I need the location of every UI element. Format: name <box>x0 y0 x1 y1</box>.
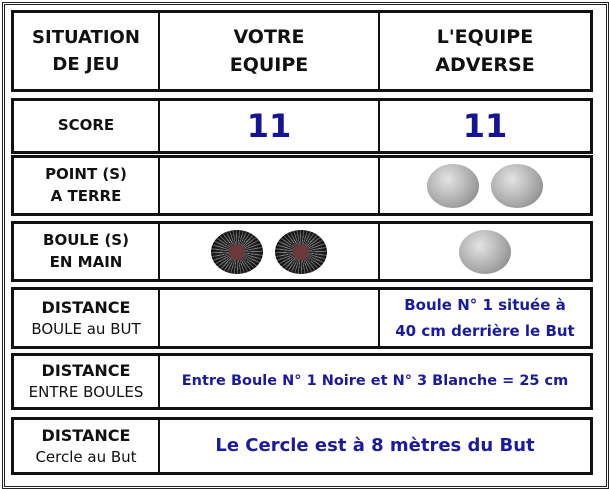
silver-boule-icon <box>459 229 511 274</box>
header-text: DE JEU <box>52 54 120 75</box>
label-text: EN MAIN <box>49 252 123 271</box>
value-text: Boule N° 1 située à <box>404 295 566 314</box>
header-row: SITUATION DE JEU VOTRE EQUIPE L'EQUIPE ADVE… <box>11 10 593 92</box>
header-text: VOTRE <box>233 25 305 48</box>
label-text: DISTANCE <box>41 297 131 317</box>
black-boule-icon <box>275 229 327 274</box>
distance-cercle-row: DISTANCE Cercle au But Le Cercle est à 8 … <box>11 417 593 475</box>
black-boule-icon <box>211 229 263 274</box>
label-text: DISTANCE <box>41 425 131 445</box>
distance-but-votre <box>160 290 380 346</box>
distance-but-row: DISTANCE BOULE au BUT Boule N° 1 située à… <box>11 287 593 349</box>
label-text: A TERRE <box>50 186 122 205</box>
header-text: L'EQUIPE <box>436 25 534 48</box>
label-text: Cercle au But <box>35 447 137 466</box>
header-situation: SITUATION DE JEU <box>14 13 160 89</box>
distance-boules-value: Entre Boule N° 1 Noire et N° 3 Blanche =… <box>181 372 569 389</box>
silver-boule-icon <box>427 163 479 208</box>
score-row: SCORE 11 11 <box>11 98 593 154</box>
header-text: SITUATION <box>32 27 140 48</box>
label-text: DISTANCE <box>41 361 131 381</box>
header-text: EQUIPE <box>229 54 309 76</box>
distance-boules-label: DISTANCE ENTRE BOULES <box>14 356 160 407</box>
header-text: ADVERSE <box>435 54 535 76</box>
points-label: POINT (S) A TERRE <box>14 158 160 213</box>
distance-boules-row: DISTANCE ENTRE BOULES Entre Boule N° 1 No… <box>11 353 593 410</box>
distance-but-adverse: Boule N° 1 située à 40 cm derrière le But <box>380 290 590 346</box>
score-adverse: 11 <box>462 106 508 145</box>
header-votre-equipe: VOTRE EQUIPE <box>160 13 380 89</box>
label-text: BOULE (S) <box>43 230 129 249</box>
points-row: POINT (S) A TERRE <box>11 155 593 216</box>
score-votre: 11 <box>160 101 380 151</box>
boules-row: BOULE (S) EN MAIN <box>11 221 593 282</box>
boules-label: BOULE (S) EN MAIN <box>14 224 160 279</box>
header-equipe-adverse: L'EQUIPE ADVERSE <box>380 13 590 89</box>
value-text: 40 cm derrière le But <box>395 322 575 340</box>
label-text: ENTRE BOULES <box>28 383 144 402</box>
distance-cercle-label: DISTANCE Cercle au But <box>14 420 160 472</box>
distance-cercle-value: Le Cercle est à 8 mètres du But <box>215 434 535 456</box>
boules-votre <box>160 224 380 279</box>
score-label: SCORE <box>14 101 160 151</box>
label-text: POINT (S) <box>45 164 127 183</box>
boules-adverse <box>380 224 590 279</box>
points-adverse <box>380 158 590 213</box>
silver-boule-icon <box>491 163 543 208</box>
label-text: BOULE au BUT <box>31 319 141 338</box>
points-votre <box>160 158 380 213</box>
distance-but-label: DISTANCE BOULE au BUT <box>14 290 160 346</box>
